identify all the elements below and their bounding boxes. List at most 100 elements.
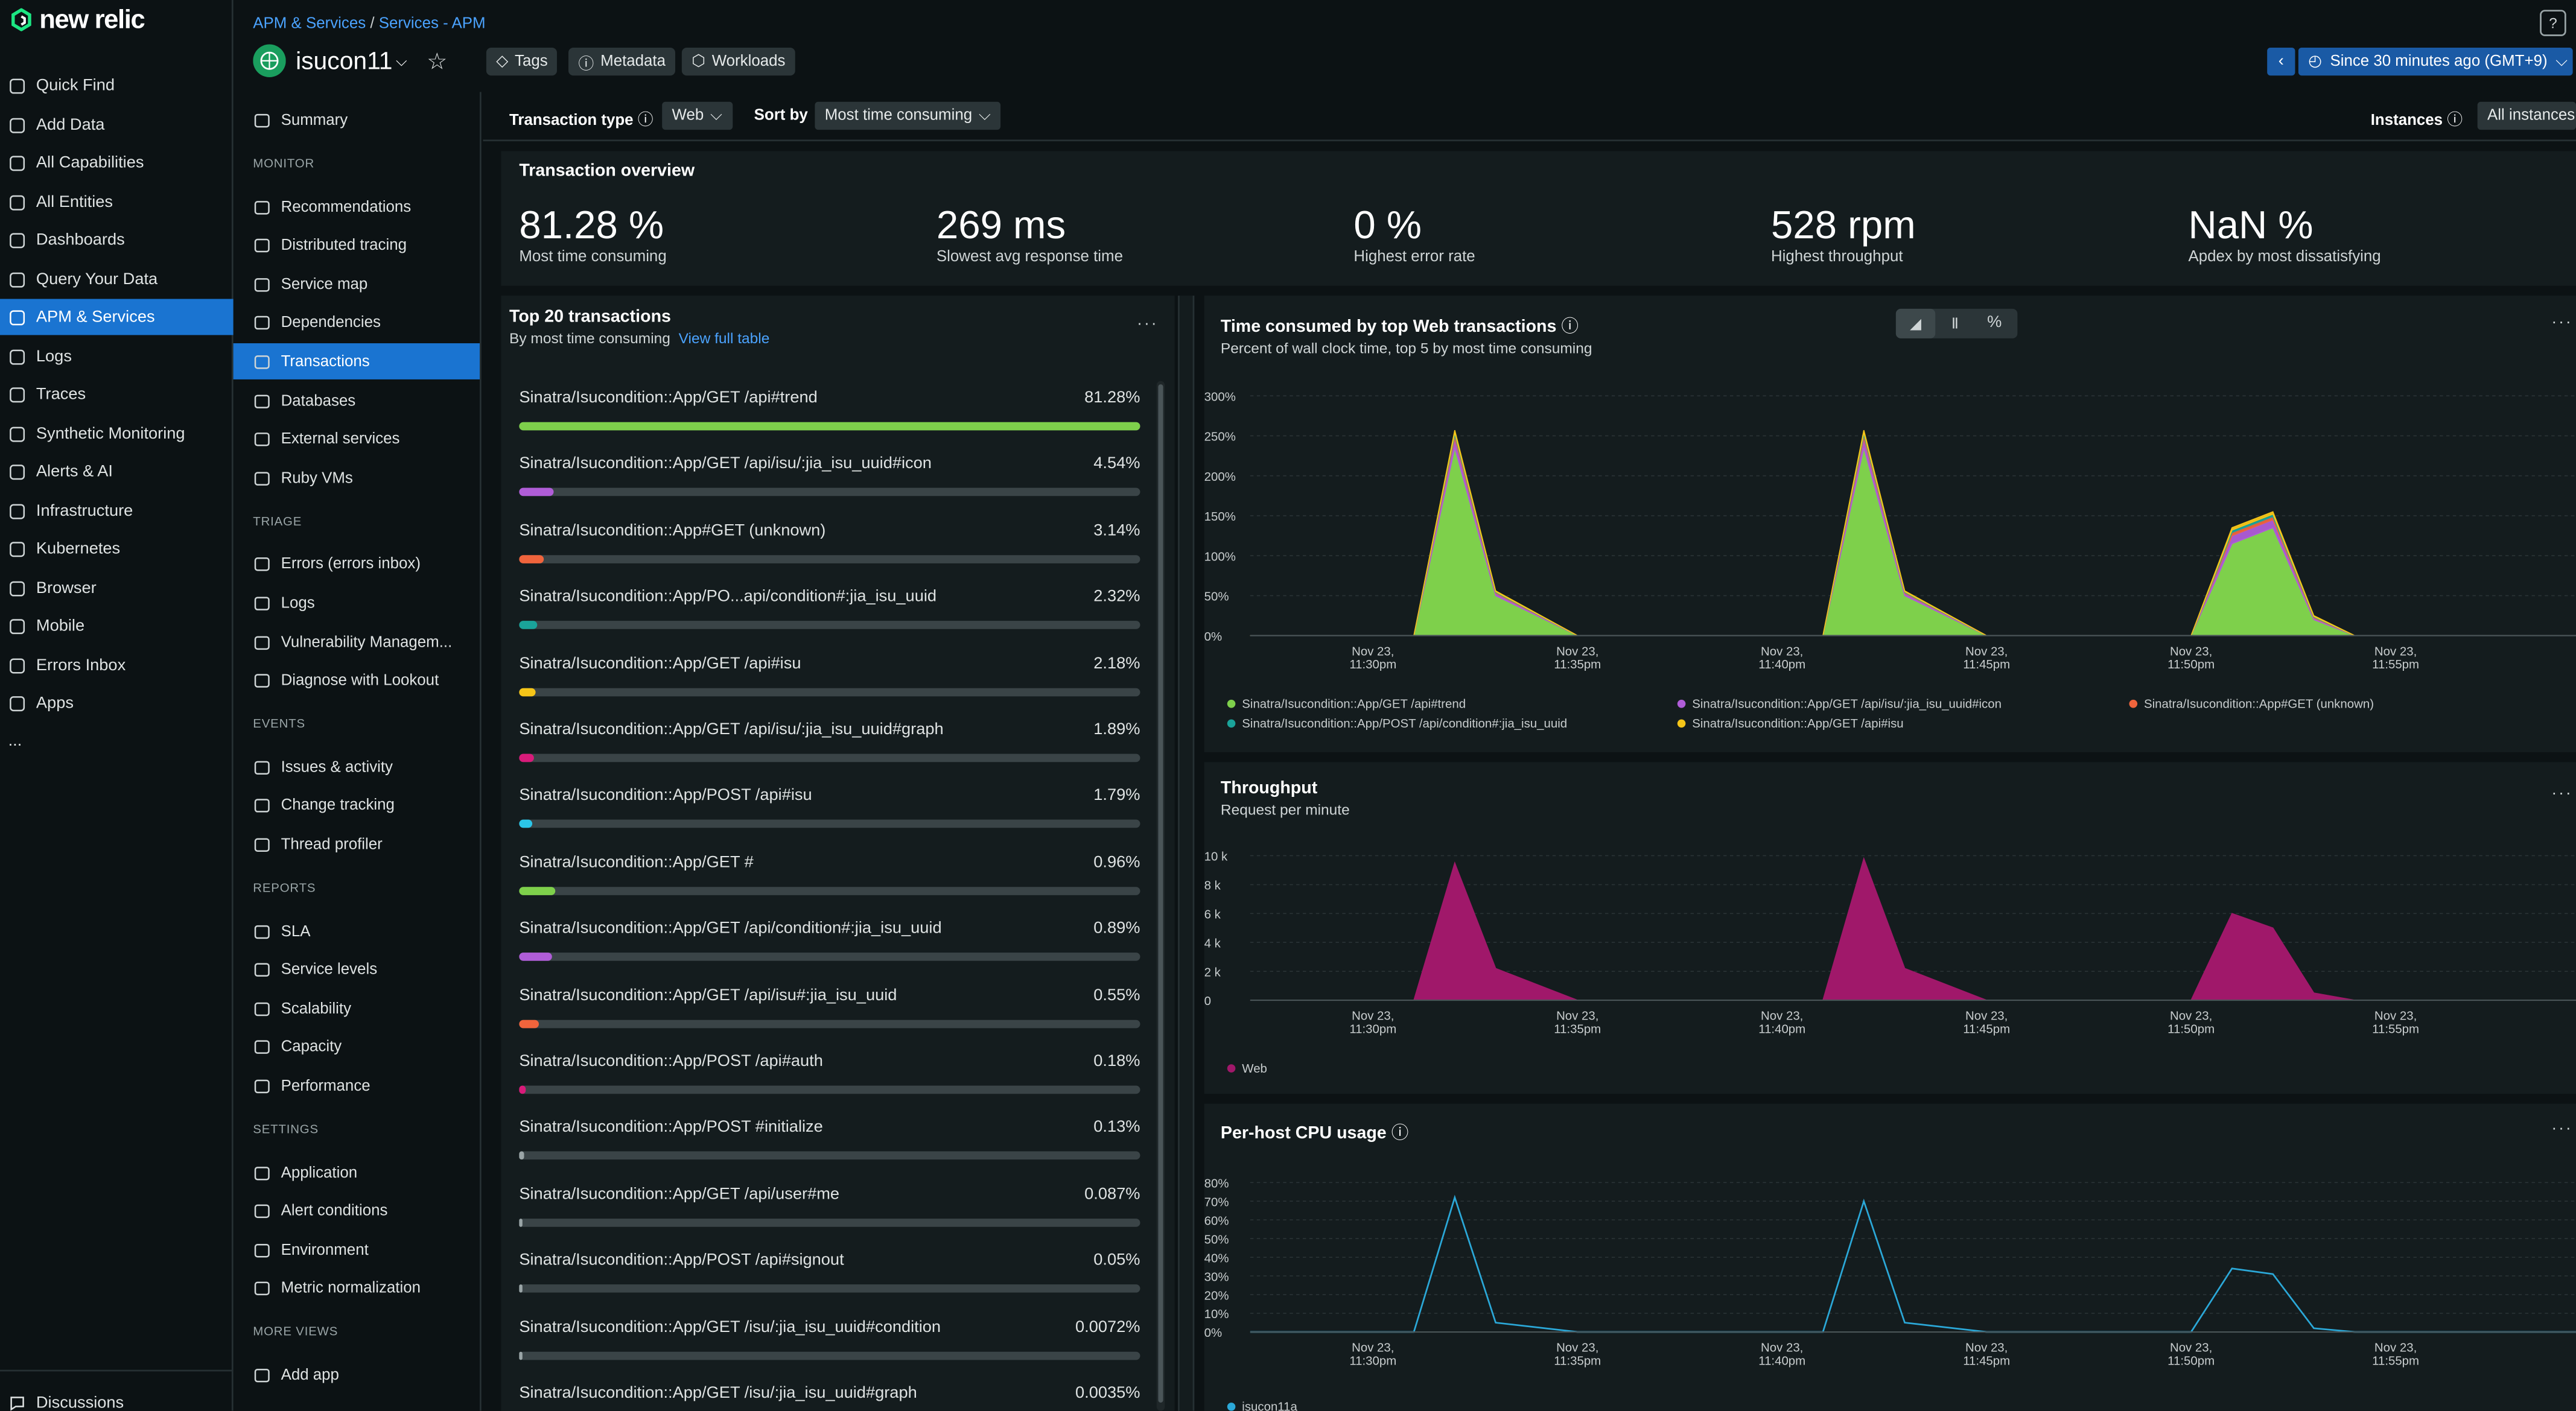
transaction-row[interactable]: Sinatra/Isucondition::App/POST #initiali… (519, 1119, 1140, 1165)
subnav-item-change-tracking[interactable]: Change tracking (234, 788, 480, 824)
transaction-row[interactable]: Sinatra/Isucondition::App/POST /api#sign… (519, 1252, 1140, 1298)
nav-item-kubernetes[interactable]: Kubernetes (0, 530, 234, 566)
nav-item-traces[interactable]: Traces (0, 376, 234, 412)
legend-item[interactable]: Sinatra/Isucondition::App/POST /api/cond… (1227, 716, 1567, 731)
subnav-item-logs[interactable]: Logs (234, 585, 480, 621)
nav-item-quick-find[interactable]: Quick Find (0, 68, 234, 104)
subnav-item-capacity[interactable]: Capacity (234, 1030, 480, 1066)
transaction-name[interactable]: Sinatra/Isucondition::App/GET /isu/:jia_… (519, 1384, 917, 1403)
nav-item-apm-services[interactable]: APM & Services (0, 299, 234, 335)
transaction-row[interactable]: Sinatra/Isucondition::App/POST /api#auth… (519, 1053, 1140, 1099)
subnav-item-summary[interactable]: Summary (234, 102, 480, 138)
nav-item-alerts-ai[interactable]: Alerts & AI (0, 453, 234, 489)
nav-item-infrastructure[interactable]: Infrastructure (0, 493, 234, 529)
subnav-item-distributed-tracing[interactable]: Distributed tracing (234, 227, 480, 264)
transaction-name[interactable]: Sinatra/Isucondition::App/GET /api#trend (519, 389, 818, 408)
subnav-item-service-levels[interactable]: Service levels (234, 952, 480, 988)
help-button[interactable]: ? (2540, 10, 2566, 36)
new-relic-logo[interactable]: new relic (10, 7, 145, 36)
transaction-name[interactable]: Sinatra/Isucondition::App#GET (unknown) (519, 522, 826, 541)
help-circle-icon[interactable]: ⓘ (1561, 317, 1579, 337)
subnav-item-service-map[interactable]: Service map (234, 267, 480, 303)
transaction-row[interactable]: Sinatra/Isucondition::App/PO...api/condi… (519, 588, 1140, 634)
subnav-item-recommendations[interactable]: Recommendations (234, 189, 480, 225)
subnav-item-metric-normalization[interactable]: Metric normalization (234, 1271, 480, 1307)
legend-item[interactable]: Sinatra/Isucondition::App/GET /api/isu/:… (1677, 696, 2002, 711)
nav-item-logs[interactable]: Logs (0, 338, 234, 375)
nav-item-synthetic-monitoring[interactable]: Synthetic Monitoring (0, 416, 234, 452)
transaction-row[interactable]: Sinatra/Isucondition::App/GET /api/isu/:… (519, 721, 1140, 767)
scrollbar-thumb[interactable] (1158, 384, 1163, 1403)
transaction-name[interactable]: Sinatra/Isucondition::App/GET /api/isu/:… (519, 455, 932, 474)
breadcrumb-services[interactable]: Services - APM (378, 14, 486, 33)
subnav-item-ruby-vms[interactable]: Ruby VMs (234, 460, 480, 496)
transaction-row[interactable]: Sinatra/Isucondition::App/GET /api/user#… (519, 1185, 1140, 1231)
nav-item-all-capabilities[interactable]: All Capabilities (0, 145, 234, 181)
subnav-item-dependencies[interactable]: Dependencies (234, 305, 480, 341)
subnav-item-sla[interactable]: SLA (234, 913, 480, 950)
subnav-item-errors-errors-inbox[interactable]: Errors (errors inbox) (234, 547, 480, 583)
transaction-row[interactable]: Sinatra/Isucondition::App#GET (unknown) 3… (519, 522, 1140, 568)
view-full-table-link[interactable]: View full table (678, 330, 770, 347)
subnav-item-performance[interactable]: Performance (234, 1068, 480, 1105)
time-prev-button[interactable]: ‹ (2267, 47, 2295, 76)
info-icon[interactable]: ⓘ (1391, 1123, 1409, 1143)
legend-item[interactable]: isucon11a (1227, 1400, 1297, 1411)
nav-item-query-your-data[interactable]: Query Your Data (0, 261, 234, 297)
transaction-name[interactable]: Sinatra/Isucondition::App/GET /api/isu#:… (519, 986, 897, 1005)
transaction-name[interactable]: Sinatra/Isucondition::App/GET /api#isu (519, 655, 801, 673)
subnav-item-application[interactable]: Application (234, 1155, 480, 1191)
chevron-down-icon[interactable]: ⌵ (395, 51, 407, 68)
metadata-button[interactable]: ⓘ Metadata (568, 47, 676, 76)
nav-item-all-entities[interactable]: All Entities (0, 184, 234, 220)
more-menu-icon[interactable]: ··· (2551, 314, 2573, 332)
subnav-item-environment[interactable]: Environment (234, 1232, 480, 1268)
cpu-usage-chart[interactable]: 0%10%20%30%40%50%60%70%80%Nov 23,11:30pm… (1204, 1169, 2576, 1383)
subnav-item-scalability[interactable]: Scalability (234, 991, 480, 1027)
transaction-type-select[interactable]: Web ⌵ (662, 101, 733, 130)
transaction-name[interactable]: Sinatra/Isucondition::App/GET /api/condi… (519, 920, 942, 939)
transaction-name[interactable]: Sinatra/Isucondition::App/POST /api#sign… (519, 1252, 844, 1270)
transaction-name[interactable]: Sinatra/Isucondition::App/PO...api/condi… (519, 588, 937, 607)
instances-select[interactable]: All instances (2477, 101, 2576, 130)
transaction-row[interactable]: Sinatra/Isucondition::App/GET # 0.96% (519, 854, 1140, 899)
tags-button[interactable]: ◇ Tags (486, 47, 558, 76)
transaction-row[interactable]: Sinatra/Isucondition::App/GET /api/condi… (519, 920, 1140, 966)
transaction-name[interactable]: Sinatra/Isucondition::App/GET /isu/:jia_… (519, 1318, 941, 1337)
subnav-item-alert-conditions[interactable]: Alert conditions (234, 1193, 480, 1229)
transaction-row[interactable]: Sinatra/Isucondition::App/GET /api#isu 2.… (519, 655, 1140, 700)
time-picker[interactable]: ◴ Since 30 minutes ago (GMT+9) ⌵ (2298, 47, 2573, 76)
nav-item-apps[interactable]: Apps (0, 685, 234, 721)
transaction-name[interactable]: Sinatra/Isucondition::App/GET /api/user#… (519, 1185, 840, 1204)
subnav-item-vulnerability-managem[interactable]: Vulnerability Managem... (234, 624, 480, 661)
panel-resize-handle[interactable] (1178, 296, 1195, 1411)
bar-chart-icon[interactable]: Ⅱ (1951, 315, 1959, 332)
transaction-row[interactable]: Sinatra/Isucondition::App/GET /api/isu/:… (519, 455, 1140, 501)
time-consumed-chart[interactable]: 0%50%100%150%200%250%300%Nov 23,11:30pmN… (1204, 378, 2576, 682)
more-menu-icon[interactable]: ··· (2551, 785, 2573, 804)
transaction-row[interactable]: Sinatra/Isucondition::App/GET /api#trend… (519, 389, 1140, 435)
transaction-row[interactable]: Sinatra/Isucondition::App/POST /api#isu 1… (519, 787, 1140, 833)
more-menu-icon[interactable]: ··· (2551, 1120, 2573, 1138)
transaction-name[interactable]: Sinatra/Isucondition::App/POST /api#auth (519, 1053, 823, 1071)
area-chart-icon[interactable]: ◢ (1895, 308, 1936, 338)
legend-item[interactable]: Web (1227, 1061, 1267, 1076)
nav-item-browser[interactable]: Browser (0, 570, 234, 606)
info-icon[interactable]: ⓘ (2447, 112, 2463, 130)
info-icon[interactable]: ⓘ (637, 112, 654, 130)
more-menu-icon[interactable]: ··· (1137, 315, 1159, 334)
nav-item-dashboards[interactable]: Dashboards (0, 222, 234, 258)
subnav-item-transactions[interactable]: Transactions (233, 344, 480, 380)
legend-item[interactable]: Sinatra/Isucondition::App/GET /api#isu (1677, 716, 1904, 731)
sort-by-select[interactable]: Most time consuming ⌵ (815, 101, 1000, 130)
legend-item[interactable]: Sinatra/Isucondition::App#GET (unknown) (2129, 696, 2374, 711)
transaction-name[interactable]: Sinatra/Isucondition::App/POST /api#isu (519, 787, 812, 806)
star-icon[interactable]: ☆ (427, 46, 448, 74)
breadcrumb-apm[interactable]: APM & Services (253, 14, 366, 33)
transaction-name[interactable]: Sinatra/Isucondition::App/POST #initiali… (519, 1119, 823, 1138)
subnav-item-thread-profiler[interactable]: Thread profiler (234, 827, 480, 863)
scrollbar-track[interactable] (1156, 381, 1165, 1411)
transaction-row[interactable]: Sinatra/Isucondition::App/GET /api/isu#:… (519, 986, 1140, 1032)
series-line-0[interactable] (1250, 1194, 2576, 1333)
